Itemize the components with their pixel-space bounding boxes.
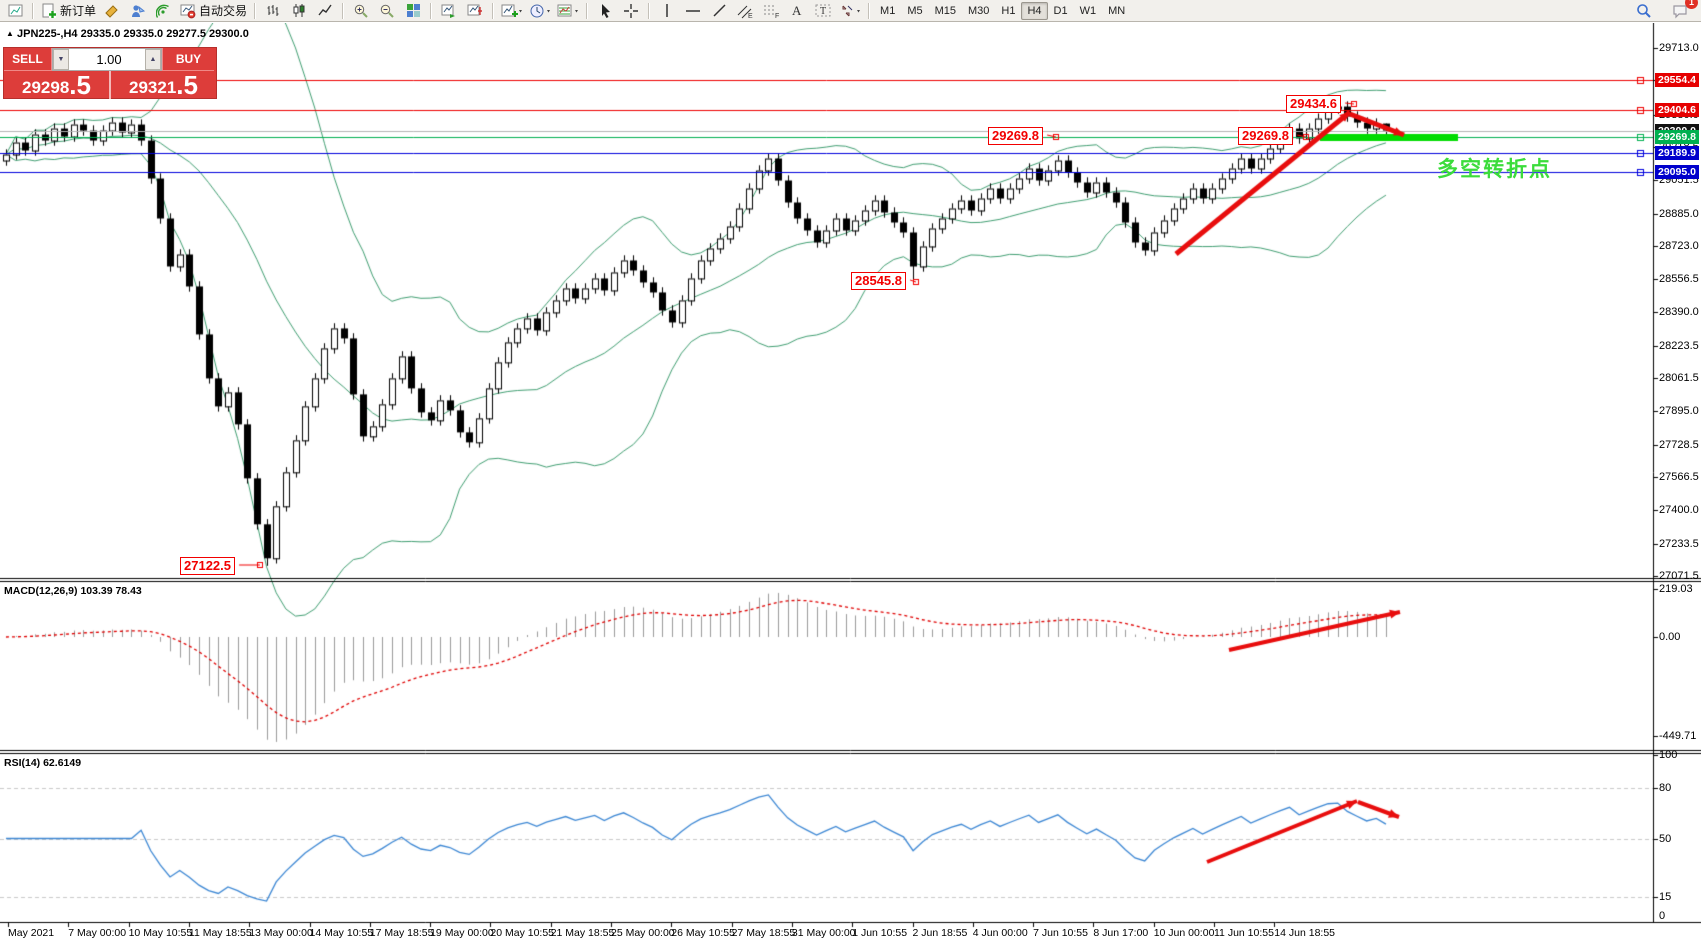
tile-windows-icon [406,4,420,17]
autotrading-button [180,4,196,18]
bar-chart-icon [267,5,279,16]
line-chart-icon [317,4,332,16]
zoom-out-button[interactable] [374,0,400,22]
buy-price-frac: .5 [176,70,198,100]
chart-shift-icon [467,4,483,16]
indicators-button[interactable] [498,0,526,22]
timeframe-button-h4[interactable]: H4 [1021,1,1048,20]
text-button[interactable]: A [784,0,810,22]
candlestick-chart-icon [293,4,305,17]
svg-text:F: F [775,13,779,19]
timeframe-button-m15[interactable]: M15 [934,4,956,17]
cursor-button[interactable] [592,0,618,22]
trendline-icon [713,4,726,17]
new-chart-button[interactable] [2,0,28,22]
bar-chart-button[interactable] [260,0,286,22]
timeframe-button-m30[interactable]: M30 [968,4,990,17]
toolbar-separator [648,2,651,19]
timeframe-button-m1[interactable]: M1 [880,4,896,17]
periods-button[interactable] [526,0,554,22]
svg-text:T: T [820,6,826,17]
sell-price-main: 29298 [22,78,70,97]
svg-text:A: A [792,3,802,18]
templates-icon [557,4,579,16]
signal-button[interactable] [151,0,177,22]
chart-canvas[interactable] [0,23,1701,945]
crosshair-button[interactable] [618,0,644,22]
shapes-button[interactable] [836,0,864,22]
notifications-button[interactable]: 1 [1667,0,1698,22]
sell-price[interactable]: 29298 .5 [4,71,109,99]
notification-badge: 1 [1685,0,1698,9]
volume-decrease-button[interactable]: ▼ [53,49,69,70]
new-order-button [42,3,56,18]
search-button[interactable] [1631,0,1657,22]
timeframe-button-m5[interactable]: M5 [907,4,923,17]
one-click-trading-panel: SELL ▼ ▲ BUY 29298 .5 29321 .5 [3,47,217,99]
timeframe-button-d1[interactable]: D1 [1053,4,1068,17]
tile-windows-button[interactable] [400,0,426,22]
timeframe-button-mn[interactable]: MN [1108,4,1126,17]
cursor-icon [602,3,611,18]
toolbar-separator [586,2,589,19]
text-label-button[interactable]: T [810,0,836,22]
buy-button[interactable]: BUY [162,48,214,71]
volume-input[interactable] [69,49,149,70]
navigator-button[interactable] [125,0,151,22]
timeframe-button-h1[interactable]: H1 [1001,4,1016,17]
zoom-in-button[interactable] [348,0,374,22]
new-order-button[interactable]: 新订单 [38,0,99,22]
toolbar: 1 新订单 自动交易 E F A T M1 M5 M15 M30 H1 H4 D1 W1 MN [0,0,1701,22]
horizontal-line-icon [686,9,701,12]
panel-divider [109,71,111,99]
zoom-in-icon [354,4,368,18]
navigator-icon [132,4,146,17]
buy-price[interactable]: 29321 .5 [111,71,216,99]
new-chart-icon [8,4,22,17]
chart-ohlc-values: 29335.0 29335.0 29277.5 29300.0 [80,28,249,40]
horizontal-line-button[interactable] [680,0,706,22]
autotrading-button[interactable]: 自动交易 [177,0,250,22]
chart-area: 29713.0 29551.5 29380.0 29218.5 29051.5 28885… [0,23,1701,945]
toolbar-separator [492,2,495,19]
toolbar-separator [254,2,257,19]
auto-scroll-button[interactable] [436,0,462,22]
candlestick-chart-button[interactable] [286,0,312,22]
toolbar-separator [430,2,433,19]
toolbar-separator [342,2,345,19]
market-watch-icon [105,4,118,18]
text-label-icon: T [815,4,831,17]
sell-price-frac: .5 [69,70,91,100]
fibonacci-button[interactable]: F [758,0,784,22]
periods-icon [530,4,551,17]
chart-symbol-period: JPN225-,H4 [16,28,78,40]
vertical-line-button[interactable] [654,0,680,22]
channel-icon: E [737,5,753,19]
signal-icon [156,4,169,18]
timeframe-button-w1[interactable]: W1 [1079,4,1097,17]
toolbar-separator [868,2,871,19]
fibonacci-icon: F [763,5,779,19]
indicators-icon [501,4,523,17]
crosshair-icon [624,3,639,18]
templates-button[interactable] [554,0,582,22]
trendline-button[interactable] [706,0,732,22]
auto-scroll-icon [441,4,456,18]
volume-increase-button[interactable]: ▲ [145,49,161,70]
symbol-marker-icon: ▲ [6,29,14,38]
channel-button[interactable]: E [732,0,758,22]
chart-shift-button[interactable] [462,0,488,22]
chart-title: ▲ JPN225-,H4 29335.0 29335.0 29277.5 293… [6,28,249,40]
zoom-out-icon [380,4,394,18]
line-chart-button[interactable] [312,0,338,22]
market-watch-button[interactable] [99,0,125,22]
svg-text:E: E [748,13,753,19]
toolbar-separator [32,2,34,19]
text-icon: A [792,3,802,18]
sell-button[interactable]: SELL [4,48,52,71]
vertical-line-icon [666,4,668,17]
shapes-icon [842,5,861,16]
buy-price-main: 29321 [129,78,177,97]
